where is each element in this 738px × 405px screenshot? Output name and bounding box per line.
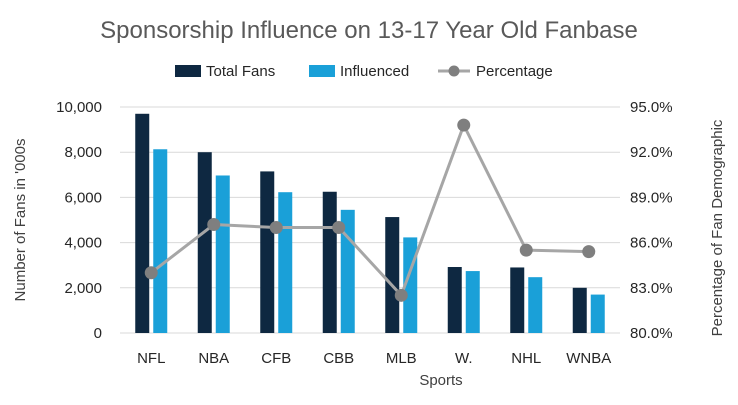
x-tick-label-cfb: CFB — [261, 350, 291, 367]
gridlines — [120, 106, 620, 334]
y-tick-label: 2,000 — [64, 280, 102, 297]
left-axis-ticks: 0 2,000 4,000 6,000 8,000 10,000 — [56, 99, 102, 342]
bar-total-fans-cfb — [260, 171, 275, 333]
legend-label-influenced: Influenced — [340, 63, 409, 80]
x-tick-label-w: W. — [455, 350, 473, 367]
y-tick-label: 6,000 — [64, 189, 102, 206]
point-percentage-w — [457, 118, 471, 132]
y2-tick-label: 86.0% — [630, 235, 673, 252]
point-percentage-wnba — [582, 245, 596, 259]
y-tick-label: 4,000 — [64, 235, 102, 252]
x-tick-label-wnba: WNBA — [566, 350, 611, 367]
legend-swatch-total-fans — [175, 65, 201, 77]
legend-swatch-influenced — [309, 65, 335, 77]
x-axis-title: Sports — [419, 372, 462, 389]
percentage-line-series — [144, 118, 596, 302]
bar-total-fans-nhl — [510, 267, 525, 333]
y-tick-label: 10,000 — [56, 99, 102, 116]
point-percentage-cfb — [269, 221, 283, 235]
bar-influenced-nhl — [528, 277, 543, 333]
y-tick-label: 8,000 — [64, 144, 102, 161]
bar-total-fans-wnba — [572, 287, 587, 333]
point-percentage-cbb — [332, 221, 346, 235]
bar-total-fans-mlb — [385, 217, 400, 333]
x-tick-label-mlb: MLB — [386, 350, 417, 367]
x-tick-label-nfl: NFL — [137, 350, 165, 367]
bar-influenced-nfl — [153, 149, 168, 333]
category-axis-labels: NFL NBA CFB CBB MLB W. NHL WNBA — [137, 350, 611, 367]
legend: Total Fans Influenced Percentage — [175, 63, 553, 80]
x-tick-label-nba: NBA — [198, 350, 229, 367]
y-axis-title: Number of Fans in '000s — [12, 139, 29, 302]
x-tick-label-cbb: CBB — [323, 350, 354, 367]
x-tick-label-nhl: NHL — [511, 350, 541, 367]
y2-tick-label: 89.0% — [630, 189, 673, 206]
bar-total-fans-nfl — [135, 113, 150, 333]
bar-total-fans-nba — [197, 152, 212, 333]
bar-total-fans-cbb — [322, 191, 337, 333]
y2-axis-title: Percentage of Fan Demographic — [709, 119, 726, 336]
y2-tick-label: 95.0% — [630, 99, 673, 116]
bars — [135, 113, 605, 333]
bar-total-fans-w — [447, 267, 462, 333]
bar-influenced-cfb — [278, 192, 293, 333]
y2-tick-label: 83.0% — [630, 280, 673, 297]
legend-marker-percentage — [448, 65, 460, 77]
line-percentage — [150, 123, 589, 297]
y2-tick-label: 92.0% — [630, 144, 673, 161]
point-percentage-nba — [207, 218, 221, 232]
point-percentage-mlb — [394, 288, 408, 302]
bar-influenced-wnba — [590, 294, 605, 333]
point-percentage-nfl — [144, 266, 158, 280]
bar-influenced-w — [465, 271, 480, 333]
bar-influenced-nba — [215, 175, 230, 333]
legend-label-percentage: Percentage — [476, 63, 553, 80]
y2-tick-label: 80.0% — [630, 325, 673, 342]
right-axis-ticks: 80.0% 83.0% 86.0% 89.0% 92.0% 95.0% — [630, 99, 673, 342]
y-tick-label: 0 — [94, 325, 102, 342]
chart-title: Sponsorship Influence on 13-17 Year Old … — [100, 17, 638, 44]
point-percentage-nhl — [519, 243, 533, 257]
legend-label-total-fans: Total Fans — [206, 63, 275, 80]
